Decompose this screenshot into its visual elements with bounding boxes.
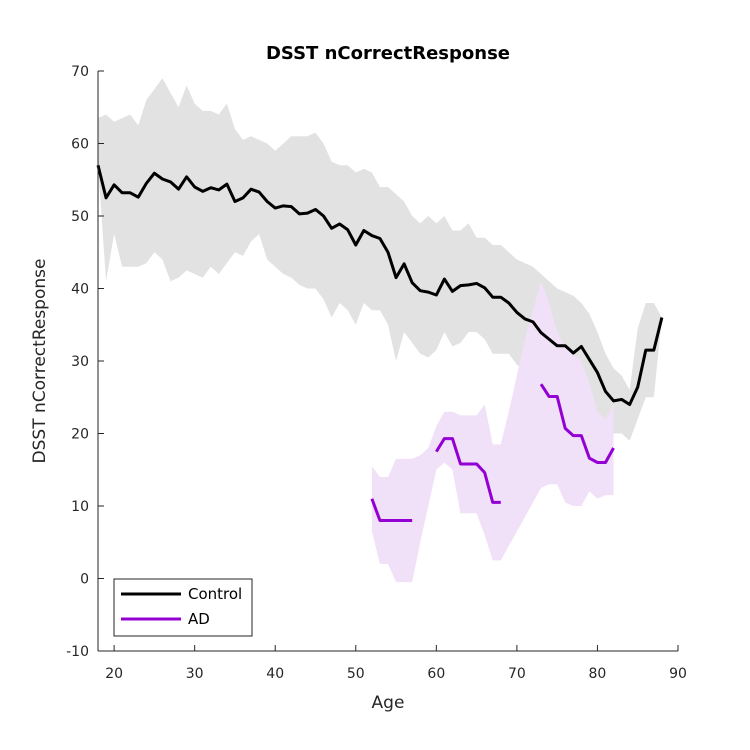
legend-label-control: Control [188,585,242,603]
x-tick-label: 50 [347,666,365,682]
chart-title: DSST nCorrectResponse [266,43,510,64]
y-tick-label: 20 [71,427,89,443]
x-tick-label: 40 [266,666,284,682]
y-tick-label: 10 [71,499,89,515]
y-tick-label: -10 [66,644,89,660]
y-tick-label: 40 [71,282,89,298]
band-control [98,78,662,441]
x-tick-label: 90 [669,666,687,682]
legend-box [113,578,253,637]
y-tick-label: 30 [71,354,89,370]
y-tick-label: 0 [80,572,89,588]
series-line-ad-1 [435,437,501,504]
y-tick-label: 50 [71,209,89,225]
legend: Control AD [113,578,253,637]
x-axis-label: Age [372,693,405,713]
series-line-ad-0 [370,498,413,522]
legend-label-ad: AD [188,610,210,628]
y-tick-label: 60 [71,137,89,153]
confidence-bands [98,78,662,583]
x-tick-label: 80 [589,666,607,682]
x-tick-label: 30 [186,666,204,682]
y-axis-label: DSST nCorrectResponse [30,259,50,464]
series-line-control-0 [96,164,664,406]
x-ticks: 20 30 40 50 60 70 80 90 [105,645,687,682]
series-line-ad-2 [539,383,615,464]
y-tick-label: 70 [71,64,89,80]
series-lines [96,164,664,522]
band-ad [371,281,614,583]
x-tick-label: 20 [105,666,123,682]
x-tick-label: 60 [427,666,445,682]
x-tick-label: 70 [508,666,526,682]
y-ticks: -10 0 10 20 30 40 50 60 70 [66,64,104,660]
